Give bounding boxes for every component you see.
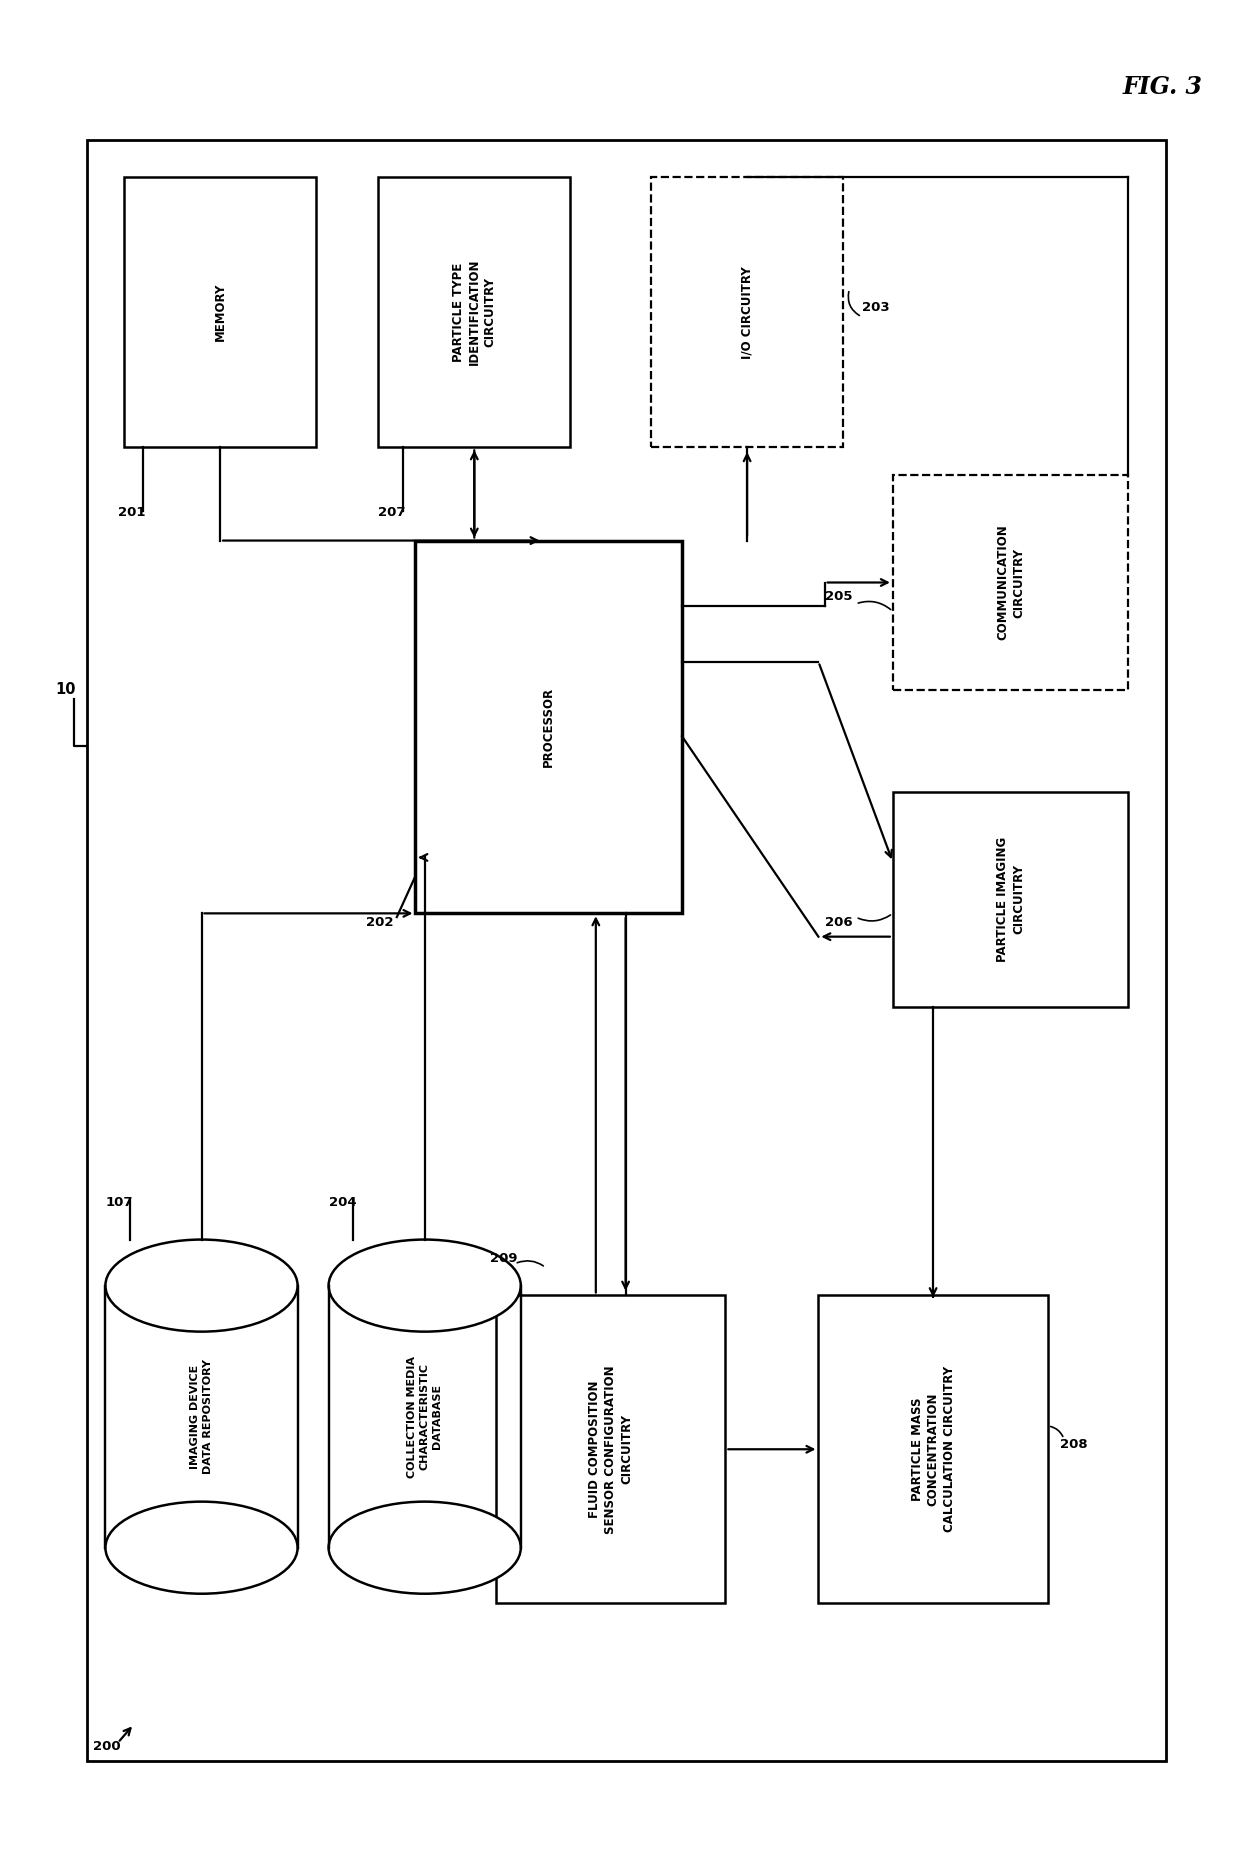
Text: 205: 205 [825, 591, 852, 602]
Text: 10: 10 [56, 682, 77, 697]
Text: FIG. 3: FIG. 3 [1122, 75, 1203, 99]
Bar [87, 140, 1166, 1761]
Text: 202: 202 [366, 917, 393, 928]
Text: IMAGING DEVICE
DATA REPOSITORY: IMAGING DEVICE DATA REPOSITORY [190, 1359, 213, 1474]
Bar [329, 1286, 521, 1547]
Bar [378, 177, 570, 447]
Bar [893, 792, 1128, 1007]
Text: COLLECTION MEDIA
CHARACTERISTIC
DATABASE: COLLECTION MEDIA CHARACTERISTIC DATABASE [407, 1355, 443, 1478]
Text: COMMUNICATION
CIRCUITRY: COMMUNICATION CIRCUITRY [996, 524, 1025, 641]
Ellipse shape [105, 1240, 298, 1331]
Bar [893, 475, 1128, 690]
Bar [415, 541, 682, 913]
Text: PARTICLE TYPE
IDENTIFICATION
CIRCUITRY: PARTICLE TYPE IDENTIFICATION CIRCUITRY [451, 259, 497, 365]
Text: 208: 208 [1060, 1439, 1087, 1450]
Text: 200: 200 [93, 1741, 120, 1752]
Text: 203: 203 [862, 302, 889, 313]
Bar [105, 1286, 298, 1547]
Text: 204: 204 [329, 1197, 356, 1208]
Text: 201: 201 [118, 507, 145, 518]
Text: PROCESSOR: PROCESSOR [542, 688, 556, 766]
Text: 209: 209 [490, 1253, 517, 1264]
Bar [818, 1295, 1048, 1603]
Bar [124, 177, 316, 447]
Bar [651, 177, 843, 447]
Text: 206: 206 [825, 917, 852, 928]
Text: PARTICLE IMAGING
CIRCUITRY: PARTICLE IMAGING CIRCUITRY [996, 837, 1025, 962]
Text: 107: 107 [105, 1197, 133, 1208]
Bar [496, 1295, 725, 1603]
Text: MEMORY: MEMORY [213, 283, 227, 341]
Ellipse shape [329, 1240, 521, 1331]
Ellipse shape [105, 1502, 298, 1594]
Text: FLUID COMPOSITION
SENSOR CONFIGURATION
CIRCUITRY: FLUID COMPOSITION SENSOR CONFIGURATION C… [588, 1364, 634, 1534]
Text: I/O CIRCUITRY: I/O CIRCUITRY [740, 267, 754, 358]
Text: PARTICLE MASS
CONCENTRATION
CALCULATION CIRCUITRY: PARTICLE MASS CONCENTRATION CALCULATION … [910, 1366, 956, 1532]
Text: 207: 207 [378, 507, 405, 518]
Ellipse shape [329, 1502, 521, 1594]
